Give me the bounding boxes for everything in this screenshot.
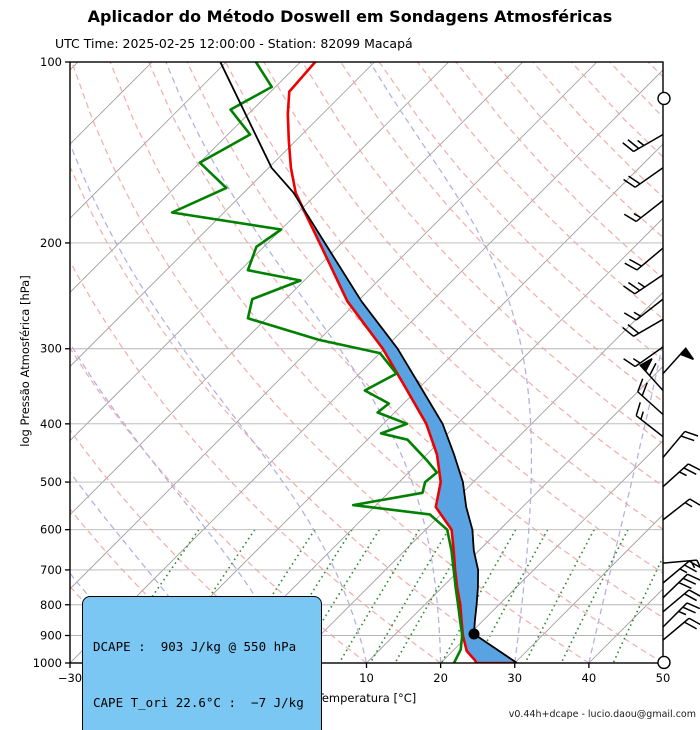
- wind-barb-icon: [622, 318, 664, 337]
- dcape-line: DCAPE : 903 J/kg @ 550 hPa: [93, 639, 297, 654]
- wind-barb-icon: [662, 589, 700, 613]
- wind-barb-icon: [623, 298, 664, 321]
- y-tick-label: 500: [40, 475, 62, 489]
- y-tick-label: 600: [40, 523, 62, 537]
- moist-adiabat-lines: [70, 62, 663, 663]
- wind-barb-icon: [662, 498, 700, 521]
- wind-barb-icon: [662, 560, 700, 584]
- wind-barb-icon: [662, 463, 700, 488]
- wind-barb-icon: [635, 402, 664, 438]
- x-tick-label: 20: [433, 671, 448, 685]
- x-tick-label: 50: [656, 671, 671, 685]
- x-tick-label: 10: [359, 671, 374, 685]
- x-tick-label: −30: [58, 671, 82, 685]
- wind-barb-icon: [623, 167, 664, 188]
- y-tick-label: 100: [40, 55, 62, 69]
- y-tick-label: 900: [40, 628, 62, 642]
- wind-barb-icon: [662, 602, 700, 628]
- wind-barb-icon: [622, 133, 664, 153]
- wind-barb-icon: [639, 358, 664, 392]
- sounding-profiles: [170, 62, 518, 663]
- calm-wind-icon: [657, 91, 671, 106]
- cape-tori-line: CAPE T_ori 22.6°C : −7 J/kg: [93, 694, 304, 710]
- wind-barb-icon: [637, 378, 664, 416]
- wind-barb-icon: [623, 199, 664, 223]
- isotherm-lines: [70, 62, 663, 663]
- wind-barb-icon: [662, 430, 699, 458]
- wind-barb-icon: [623, 346, 664, 368]
- y-axis-label: log Pressão Atmosférica [hPa]: [18, 275, 32, 447]
- x-tick-label: 30: [507, 671, 522, 685]
- wind-barb-icon: [622, 274, 664, 295]
- y-tick-label: 300: [40, 342, 62, 356]
- y-tick-label: 800: [40, 598, 62, 612]
- x-tick-label: 40: [582, 671, 597, 685]
- wind-barbs: [622, 91, 700, 670]
- axes: 1002003004005006007008009001000−30−20−10…: [33, 55, 671, 685]
- parcel-origin-marker: [468, 628, 480, 640]
- y-tick-label: 700: [40, 563, 62, 577]
- version-credit: v0.44h+dcape - lucio.daou@gmail.com: [508, 709, 696, 720]
- page-title: Aplicador do Método Doswell em Sondagens…: [87, 7, 613, 26]
- wind-barb-icon: [662, 347, 695, 375]
- chart-subtitle: UTC Time: 2025-02-25 12:00:00 - Station:…: [55, 36, 413, 51]
- parcel-path-line: [219, 62, 518, 663]
- stats-legend-box: DCAPE : 903 J/kg @ 550 hPa CAPE T_ori 22…: [82, 596, 323, 730]
- cape-fill-area: [292, 197, 517, 663]
- dewpoint-line: [170, 62, 464, 663]
- skewt-background: [70, 62, 663, 663]
- dry-adiabat-lines: [70, 62, 663, 663]
- y-tick-label: 400: [40, 417, 62, 431]
- wind-barb-icon: [662, 573, 700, 599]
- x-axis-label: Temperatura [°C]: [316, 691, 417, 705]
- y-tick-label: 1000: [33, 656, 62, 670]
- calm-wind-icon: [657, 655, 671, 670]
- y-tick-label: 200: [40, 236, 62, 250]
- wind-barb-icon: [624, 247, 664, 271]
- wind-barb-icon: [662, 617, 700, 641]
